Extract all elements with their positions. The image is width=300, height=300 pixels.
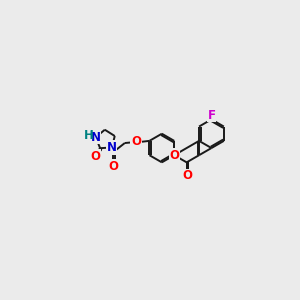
Text: N: N [107, 141, 117, 154]
Text: N: N [91, 131, 101, 144]
Text: O: O [109, 160, 119, 173]
Text: H: H [85, 130, 93, 141]
Text: N: N [91, 131, 101, 144]
Text: O: O [90, 150, 100, 163]
Text: O: O [170, 149, 180, 162]
Text: O: O [109, 160, 119, 173]
Text: O: O [131, 135, 141, 148]
Text: O: O [131, 135, 141, 148]
Text: H: H [84, 129, 94, 142]
Text: O: O [131, 135, 141, 148]
Text: O: O [170, 149, 180, 162]
Text: O: O [182, 169, 192, 182]
Text: O: O [109, 160, 119, 173]
Text: N: N [107, 141, 117, 154]
Text: N: N [107, 141, 117, 154]
Text: O: O [170, 149, 180, 162]
Text: F: F [207, 109, 215, 122]
Text: H: H [84, 129, 94, 142]
Text: O: O [90, 150, 100, 163]
Text: O: O [90, 150, 100, 163]
Text: N: N [91, 131, 101, 144]
Text: F: F [207, 109, 215, 122]
Text: O: O [182, 169, 192, 182]
Text: O: O [182, 169, 192, 182]
Text: F: F [207, 109, 215, 122]
Text: H: H [85, 130, 93, 141]
